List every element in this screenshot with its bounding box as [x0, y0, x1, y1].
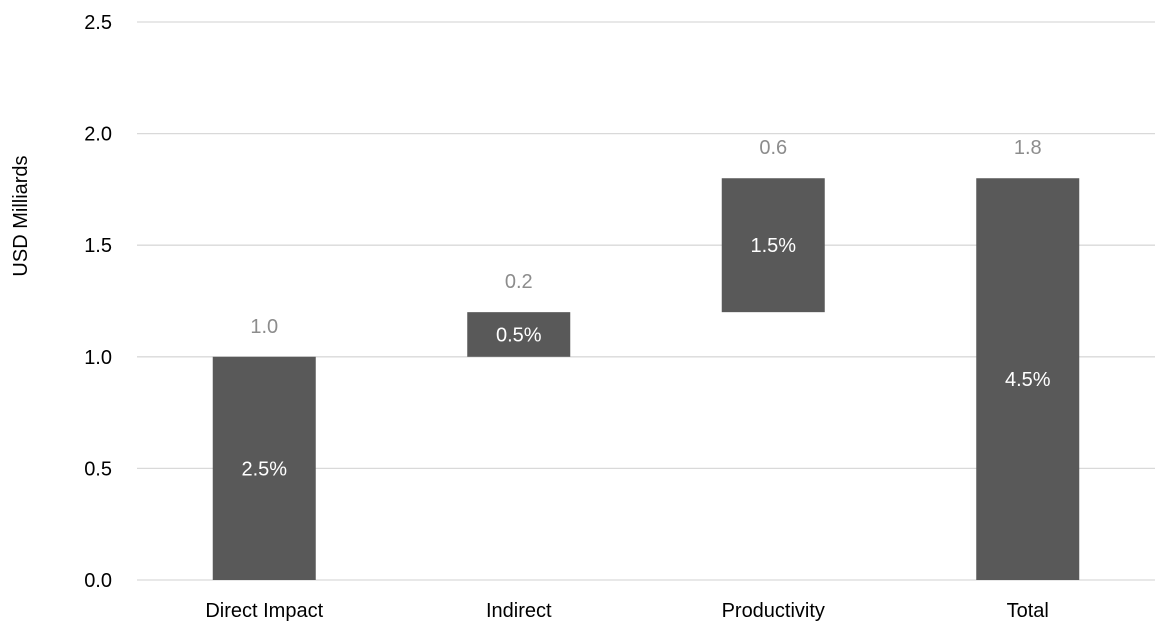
x-tick-label: Total: [1007, 600, 1049, 622]
y-tick-label: 0.0: [84, 570, 112, 592]
bar-percent-label: 2.5%: [241, 458, 287, 480]
bar-percent-label: 0.5%: [496, 324, 542, 346]
bar-percent-label: 4.5%: [1005, 369, 1051, 391]
bar: [721, 178, 825, 313]
y-axis-title: USD Milliards: [10, 155, 32, 276]
data-value-label: 1.0: [250, 316, 278, 338]
y-tick-label: 2.5: [84, 12, 112, 34]
bar: [212, 356, 316, 580]
x-tick-label: Indirect: [486, 600, 552, 622]
x-tick-label: Direct Impact: [205, 600, 323, 622]
bars: 1.0 2.5% 0.2 0.5% 0.6 1.5% 1.8 4.5%: [212, 137, 1080, 581]
data-value-label: 1.8: [1014, 137, 1042, 159]
y-tick-label: 1.0: [84, 347, 112, 369]
bar-percent-label: 1.5%: [750, 235, 796, 257]
bar: [976, 178, 1080, 581]
data-value-label: 0.6: [759, 137, 787, 159]
y-axis-tick-labels: 0.0 0.5 1.0 1.5 2.0 2.5: [84, 12, 112, 592]
y-tick-label: 1.5: [84, 235, 112, 257]
bar: [467, 312, 571, 357]
data-value-label: 0.2: [505, 271, 533, 293]
x-axis-tick-labels: Direct Impact Indirect Productivity Total: [205, 600, 1049, 622]
y-tick-label: 2.0: [84, 124, 112, 146]
y-tick-label: 0.5: [84, 458, 112, 480]
x-tick-label: Productivity: [722, 600, 825, 622]
